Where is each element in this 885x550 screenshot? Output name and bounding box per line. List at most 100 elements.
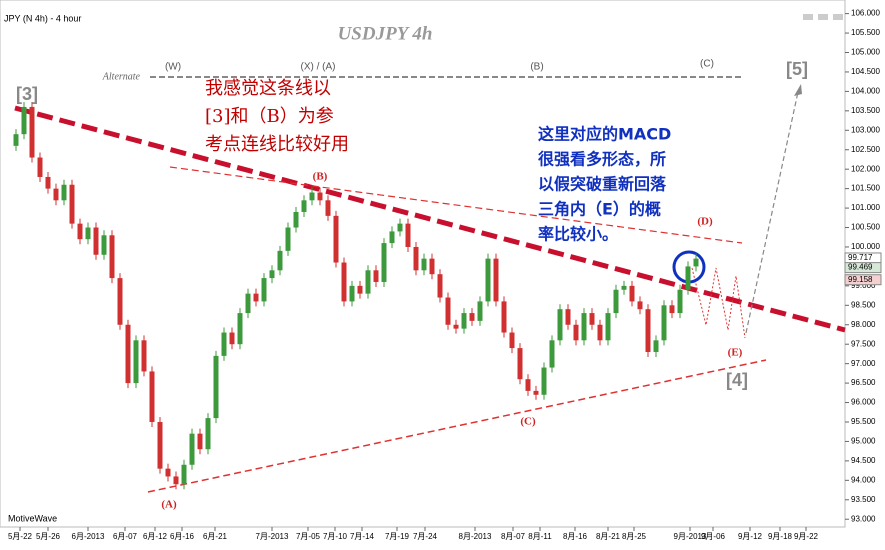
candle-body [181,464,187,485]
annotation-blue: 率比较小。 [538,225,618,244]
price-tag-label: 99.717 [848,253,873,262]
x-tick-label: 7月-05 [296,532,321,541]
y-tick-label: 106.000 [851,9,880,18]
y-tick-label: 101.000 [851,203,880,212]
x-tick-label: 9月-12 [738,532,763,541]
y-tick-label: 98.500 [851,300,876,309]
candle-body [101,235,107,255]
projection-arrow [745,91,799,334]
candle-body [349,285,355,302]
candle-body [325,200,331,216]
candle-body [157,421,163,469]
x-tick-label: 9月-18 [768,532,793,541]
candle-body [141,340,147,372]
candle-body [221,332,227,356]
candle-body [541,367,547,395]
candle-body [461,313,467,329]
y-tick-label: 95.000 [851,437,876,446]
x-tick-label: 7月-24 [413,532,438,541]
x-tick-label: 7月-2013 [256,532,289,541]
annotation-red: 我感觉这条线以 [205,78,331,99]
candle-body [253,293,259,302]
x-tick-label: 6月-16 [170,532,195,541]
candle-body [293,211,299,228]
y-tick-label: 102.500 [851,145,880,154]
candle-body [533,390,539,395]
x-tick-label: 9月-06 [701,532,726,541]
icon [818,14,828,20]
x-tick-label: 6月-21 [203,532,228,541]
candle-body [629,285,635,302]
candle-body [309,192,315,201]
wave-label: (B) [313,171,328,183]
candle-body [245,293,251,314]
candle-body [597,324,603,341]
wave-label: (D) [697,216,713,228]
x-tick-label: 8月-11 [528,532,552,541]
candle-body [13,134,19,146]
candle-body [581,313,587,341]
candle-body [85,227,91,240]
candle-body [117,278,123,325]
alternate-wave: (B) [530,62,543,73]
candle-body [389,231,395,244]
alternate-wave: (W) [165,62,181,73]
candle-body [237,313,243,345]
price-tag [844,274,882,286]
header: JPY (N 4h) - 4 hour [4,13,81,23]
y-tick-label: 96.000 [851,398,876,407]
candle-body [565,309,571,325]
candle-body [429,258,435,275]
triangle-lower [147,359,767,493]
y-tick-label: 103.500 [851,106,880,115]
candle-body [397,223,403,232]
x-tick-label: 8月-2013 [459,532,492,541]
candle-body [677,289,683,314]
x-tick-label: 8月-07 [501,532,526,541]
candle-body [573,324,579,341]
candle-body [197,433,203,450]
candle-body [213,355,219,419]
candle-body [69,184,75,224]
candle-body [381,243,387,282]
candle-body [301,200,307,212]
candle-body [645,309,651,352]
annotation-blue: 三角内（E）的概 [538,200,661,219]
candle-body [261,278,267,302]
y-tick-label: 95.500 [851,417,876,426]
wave-label: [4] [726,370,748,390]
x-tick-label: 8月-21 [596,532,621,541]
trend-line [14,105,846,333]
candle-body [661,305,667,341]
y-tick-label: 97.500 [851,339,876,348]
candle-body [133,340,139,384]
triangle-upper [169,166,743,244]
wave-label: (E) [728,347,743,359]
candle-body [357,285,363,294]
candle-body [277,250,283,271]
candle-body [341,262,347,302]
candle-body [525,379,531,391]
candle-body [501,301,507,333]
y-tick-label: 93.000 [851,514,876,523]
icon [803,14,813,20]
y-tick-label: 102.000 [851,164,880,173]
x-tick-label: 7月-14 [350,532,375,541]
candle-body [29,106,35,158]
x-tick-label: 5月-26 [36,532,61,541]
y-tick-label: 94.500 [851,456,876,465]
chart-title: USDJPY 4h [338,23,433,44]
y-tick-label: 104.500 [851,67,880,76]
y-tick-label: 94.000 [851,475,876,484]
candle-body [605,313,611,341]
x-tick-label: 6月-07 [113,532,138,541]
candle-body [165,468,171,477]
candle-body [637,301,643,310]
y-tick-label: 97.000 [851,359,876,368]
annotation-blue: 以假突破重新回落 [538,175,667,194]
candle-body [205,418,211,450]
candle-body [669,305,675,314]
toolbar-icons [803,14,843,20]
candle-body [61,184,67,201]
candle-body [365,270,371,294]
